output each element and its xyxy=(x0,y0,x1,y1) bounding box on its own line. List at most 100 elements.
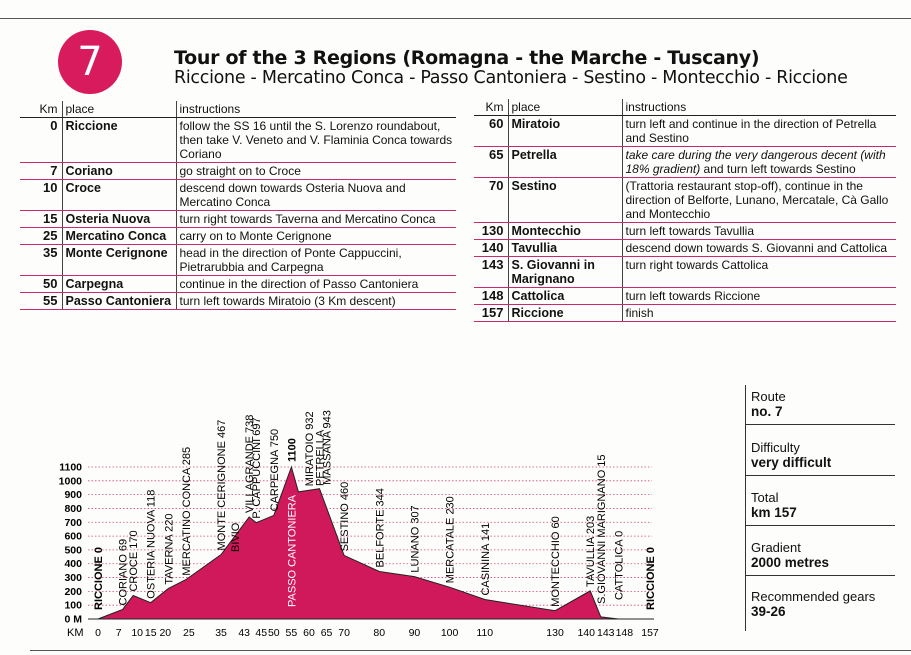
table-row: 25 Mercatino Conca carry on to Monte Cerig… xyxy=(20,227,456,245)
row-place: Monte Cerignone xyxy=(61,244,176,276)
top-rule xyxy=(0,18,911,19)
instruction-continued: and turn left towards Sestino xyxy=(700,162,856,176)
route-table-left: Km place instructions 0 Riccione follow th… xyxy=(20,101,456,310)
table-row: 148 Cattolica turn left towards Riccione xyxy=(474,287,896,305)
info-value: very difficult xyxy=(751,455,832,470)
x-tick-label: 65 xyxy=(321,627,333,639)
table-row: 130 Montecchio turn left towards Tavullia xyxy=(474,222,896,240)
page-subtitle: Riccione - Mercatino Conca - Passo Canto… xyxy=(174,68,848,88)
table-header-row: Km place instructions xyxy=(474,99,896,116)
row-km: 55 xyxy=(20,292,62,310)
y-tick-label: 700 xyxy=(64,517,82,529)
row-place: Cattolica xyxy=(507,287,622,305)
table-row: 50 Carpegna continue in the direction of P… xyxy=(20,275,456,293)
row-instructions: finish xyxy=(621,304,896,322)
profile-area xyxy=(97,465,650,620)
y-tick-label: 500 xyxy=(64,544,82,556)
row-km: 157 xyxy=(474,304,508,322)
x-tick-label: 80 xyxy=(373,627,385,639)
y-tick-label: 600 xyxy=(64,531,82,543)
place-label: MERCATALE 230 xyxy=(445,496,457,583)
table-row: 0 Riccione follow the SS 16 until the S. L… xyxy=(20,117,456,163)
table-row: 65 Petrella take care during the very dang… xyxy=(474,146,896,178)
x-tick-label: 35 xyxy=(215,627,227,639)
place-label: RICCIONE 0 xyxy=(645,547,657,610)
row-km: 50 xyxy=(20,275,62,293)
row-place: Montecchio xyxy=(507,222,622,240)
row-km: 25 xyxy=(20,227,62,245)
row-km: 143 xyxy=(474,256,508,288)
row-km: 35 xyxy=(20,244,62,276)
info-label: Recommended gears xyxy=(751,589,876,604)
table-row: 7 Coriano go straight on to Croce xyxy=(20,162,456,180)
row-km: 65 xyxy=(474,146,508,178)
info-value: no. 7 xyxy=(751,404,783,419)
place-label: TAVERNA 220 xyxy=(163,513,175,584)
row-instructions: turn left towards Riccione xyxy=(621,287,896,305)
y-tick-label: 0 M xyxy=(64,614,82,626)
x-tick-label: 45 xyxy=(255,627,267,639)
info-label: Difficulty xyxy=(751,440,800,455)
x-tick-label: 43 xyxy=(238,627,250,639)
x-tick-label: 50 xyxy=(268,627,280,639)
row-km: 70 xyxy=(474,177,508,223)
place-label: CARPEGNA 750 xyxy=(269,429,281,512)
place-label: TAVULLIA 203 xyxy=(585,516,597,587)
row-instructions: turn right towards Cattolica xyxy=(621,256,896,288)
table-row: 143 S. Giovanni in Marignano turn right to… xyxy=(474,256,896,288)
place-label: P. CAPPUCCINI 697 xyxy=(251,417,263,518)
page-title: Tour of the 3 Regions (Romagna - the Mar… xyxy=(174,47,760,69)
bottom-rule xyxy=(30,650,911,651)
info-label: Total xyxy=(751,490,779,505)
route-table-right: Km place instructions 60 Miratoio turn lef… xyxy=(474,99,896,322)
row-instructions: take care during the very dangerous dece… xyxy=(621,146,896,178)
place-label: PETRELLA xyxy=(315,429,327,486)
x-tick-label: 140 xyxy=(577,627,595,639)
table-row: 55 Passo Cantoniera turn left towards Mira… xyxy=(20,292,456,310)
place-label: MIRATOIO 932 xyxy=(304,411,316,486)
x-axis-label: KM xyxy=(67,627,84,639)
x-tick-label: 148 xyxy=(616,627,634,639)
y-tick-label: 1100 xyxy=(59,462,82,474)
row-instructions: turn left and continue in the direction … xyxy=(621,115,896,147)
x-tick-label: 90 xyxy=(409,627,421,639)
row-instructions: go straight on to Croce xyxy=(175,162,456,180)
place-label: BIVIO xyxy=(230,522,242,552)
table-body: 0 Riccione follow the SS 16 until the S. L… xyxy=(20,117,456,310)
place-label: MONTECCHIO 60 xyxy=(550,516,562,606)
col-header-km: Km xyxy=(474,99,508,116)
table-row: 10 Croce descend down towards Osteria Nuov… xyxy=(20,179,456,211)
row-instructions: turn left towards Miratoio (3 Km descent… xyxy=(175,292,456,310)
x-tick-label: 55 xyxy=(286,627,298,639)
table-header-row: Km place instructions xyxy=(20,101,456,118)
row-km: 130 xyxy=(474,222,508,240)
x-tick-label: 15 xyxy=(145,627,157,639)
x-tick-label: 130 xyxy=(546,627,564,639)
y-tick-label: 200 xyxy=(64,586,82,598)
place-label: BELFORTE 344 xyxy=(374,488,386,567)
place-label: OSTERIA NUOVA 118 xyxy=(146,490,158,599)
place-label: CORIANO 69 xyxy=(118,539,130,606)
place-label: LUNANO 307 xyxy=(409,505,421,572)
place-label: 1100 xyxy=(286,438,298,462)
row-instructions: descend down towards S. Giovanni and Cat… xyxy=(621,239,896,257)
x-tick-label: 7 xyxy=(116,627,122,639)
row-instructions: head in the direction of Ponte Cappuccin… xyxy=(175,244,456,276)
row-instructions: carry on to Monte Cerignone xyxy=(175,227,456,245)
row-instructions: continue in the direction of Passo Canto… xyxy=(175,275,456,293)
place-label: CATTOLICA 0 xyxy=(613,531,625,600)
place-label: MERCATINO CONCA 285 xyxy=(181,447,193,576)
place-label: MASSANA 943 xyxy=(322,410,334,485)
x-tick-label: 60 xyxy=(303,627,315,639)
row-km: 10 xyxy=(20,179,62,211)
col-header-km: Km xyxy=(20,101,62,118)
row-km: 60 xyxy=(474,115,508,147)
y-tick-label: 300 xyxy=(64,572,82,584)
row-place: Riccione xyxy=(507,304,622,322)
place-label: S.GIOVANNI MARIGNANO 15 xyxy=(596,454,608,604)
col-header-instructions: instructions xyxy=(175,101,456,118)
table-row: 15 Osteria Nuova turn right towards Tavern… xyxy=(20,210,456,228)
y-tick-label: 1000 xyxy=(59,475,83,487)
col-header-place: place xyxy=(61,101,176,118)
x-tick-label: 25 xyxy=(183,627,195,639)
